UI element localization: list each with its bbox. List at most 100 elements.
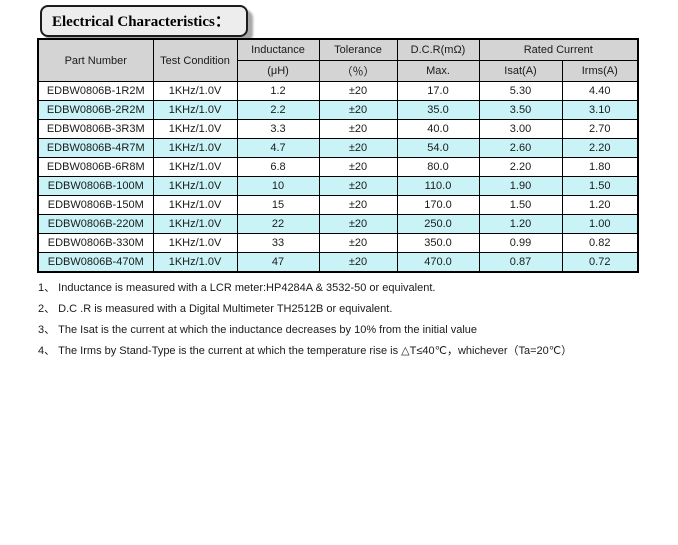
cell-test-condition: 1KHz/1.0V — [152, 81, 238, 101]
table-row: EDBW0806B-4R7M 1KHz/1.0V 4.7 ±20 54.0 2.60 2.2… — [37, 138, 639, 158]
cell-test-condition: 1KHz/1.0V — [152, 214, 238, 234]
table-row: EDBW0806B-1R2M 1KHz/1.0V 1.2 ±20 17.0 5.30 4.4… — [37, 81, 639, 101]
cell-part-number: EDBW0806B-1R2M — [37, 81, 154, 101]
note-item: 2、 D.C .R is measured with a Digital Mul… — [38, 303, 393, 315]
cell-part-number: EDBW0806B-150M — [37, 195, 154, 215]
cell-dcr-max: 250.0 — [396, 214, 480, 234]
cell-inductance: 3.3 — [236, 119, 320, 139]
notes-list: 1、 Inductance is measured with a LCR met… — [38, 282, 572, 366]
cell-tolerance: ±20 — [318, 119, 398, 139]
cell-isat: 3.50 — [478, 100, 563, 120]
table-body: EDBW0806B-1R2M 1KHz/1.0V 1.2 ±20 17.0 5.30 4.4… — [37, 81, 639, 273]
cell-dcr-max: 54.0 — [396, 138, 480, 158]
cell-inductance: 2.2 — [236, 100, 320, 120]
cell-dcr-max: 470.0 — [396, 252, 480, 273]
cell-part-number: EDBW0806B-6R8M — [37, 157, 154, 177]
cell-tolerance: ±20 — [318, 214, 398, 234]
cell-isat: 1.20 — [478, 214, 563, 234]
cell-irms: 0.82 — [561, 233, 639, 253]
cell-test-condition: 1KHz/1.0V — [152, 119, 238, 139]
cell-inductance: 22 — [236, 214, 320, 234]
table-row: EDBW0806B-2R2M 1KHz/1.0V 2.2 ±20 35.0 3.50 3.1… — [37, 100, 639, 120]
cell-isat: 0.99 — [478, 233, 563, 253]
cell-irms: 3.10 — [561, 100, 639, 120]
cell-irms: 1.00 — [561, 214, 639, 234]
header-irms: Irms(A) — [561, 60, 639, 82]
cell-dcr-max: 80.0 — [396, 157, 480, 177]
header-dcr-max: Max. — [396, 60, 480, 82]
cell-isat: 1.50 — [478, 195, 563, 215]
header-dcr: D.C.R(mΩ) — [396, 38, 480, 61]
cell-tolerance: ±20 — [318, 157, 398, 177]
table-row: EDBW0806B-470M 1KHz/1.0V 47 ±20 470.0 0.87 0.7… — [37, 252, 639, 273]
note-item: 4、 The Irms by Stand-Type is the current… — [38, 345, 573, 357]
cell-irms: 1.20 — [561, 195, 639, 215]
cell-inductance: 47 — [236, 252, 320, 273]
cell-part-number: EDBW0806B-330M — [37, 233, 154, 253]
cell-part-number: EDBW0806B-100M — [37, 176, 154, 196]
header-tolerance: Tolerance — [318, 38, 398, 61]
cell-isat: 5.30 — [478, 81, 563, 101]
note-item: 3、 The Isat is the current at which the … — [38, 324, 478, 336]
cell-irms: 2.70 — [561, 119, 639, 139]
table-row: EDBW0806B-100M 1KHz/1.0V 10 ±20 110.0 1.90 1.5… — [37, 176, 639, 196]
cell-test-condition: 1KHz/1.0V — [152, 233, 238, 253]
cell-tolerance: ±20 — [318, 195, 398, 215]
cell-irms: 4.40 — [561, 81, 639, 101]
cell-dcr-max: 35.0 — [396, 100, 480, 120]
cell-irms: 2.20 — [561, 138, 639, 158]
cell-tolerance: ±20 — [318, 138, 398, 158]
cell-tolerance: ±20 — [318, 252, 398, 273]
note-item: 1、 Inductance is measured with a LCR met… — [38, 282, 436, 294]
cell-inductance: 1.2 — [236, 81, 320, 101]
cell-part-number: EDBW0806B-2R2M — [37, 100, 154, 120]
cell-test-condition: 1KHz/1.0V — [152, 100, 238, 120]
cell-part-number: EDBW0806B-4R7M — [37, 138, 154, 158]
electrical-characteristics-table: Part Number Test Condition Inductance To… — [37, 38, 639, 273]
table-row: EDBW0806B-220M 1KHz/1.0V 22 ±20 250.0 1.20 1.0… — [37, 214, 639, 234]
cell-tolerance: ±20 — [318, 233, 398, 253]
header-part-number: Part Number — [37, 38, 154, 82]
cell-inductance: 10 — [236, 176, 320, 196]
cell-isat: 3.00 — [478, 119, 563, 139]
cell-test-condition: 1KHz/1.0V — [152, 252, 238, 273]
cell-inductance: 33 — [236, 233, 320, 253]
cell-part-number: EDBW0806B-220M — [37, 214, 154, 234]
cell-inductance: 15 — [236, 195, 320, 215]
cell-dcr-max: 110.0 — [396, 176, 480, 196]
cell-dcr-max: 170.0 — [396, 195, 480, 215]
cell-irms: 1.80 — [561, 157, 639, 177]
cell-isat: 2.60 — [478, 138, 563, 158]
cell-dcr-max: 40.0 — [396, 119, 480, 139]
cell-tolerance: ±20 — [318, 100, 398, 120]
cell-isat: 1.90 — [478, 176, 563, 196]
header-tolerance-unit: （％） — [318, 60, 398, 82]
cell-isat: 0.87 — [478, 252, 563, 273]
cell-tolerance: ±20 — [318, 81, 398, 101]
cell-part-number: EDBW0806B-470M — [37, 252, 154, 273]
header-rated-current: Rated Current — [478, 38, 639, 61]
header-isat: Isat(A) — [478, 60, 563, 82]
cell-isat: 2.20 — [478, 157, 563, 177]
page-title: Electrical Characteristics： — [40, 5, 248, 37]
table-row: EDBW0806B-330M 1KHz/1.0V 33 ±20 350.0 0.99 0.8… — [37, 233, 639, 253]
header-inductance: Inductance — [236, 38, 320, 61]
cell-tolerance: ±20 — [318, 176, 398, 196]
header-inductance-unit: (μH) — [236, 60, 320, 82]
cell-dcr-max: 350.0 — [396, 233, 480, 253]
cell-irms: 0.72 — [561, 252, 639, 273]
cell-inductance: 4.7 — [236, 138, 320, 158]
cell-dcr-max: 17.0 — [396, 81, 480, 101]
table-row: EDBW0806B-6R8M 1KHz/1.0V 6.8 ±20 80.0 2.20 1.8… — [37, 157, 639, 177]
cell-test-condition: 1KHz/1.0V — [152, 157, 238, 177]
cell-part-number: EDBW0806B-3R3M — [37, 119, 154, 139]
cell-test-condition: 1KHz/1.0V — [152, 195, 238, 215]
cell-irms: 1.50 — [561, 176, 639, 196]
table-row: EDBW0806B-150M 1KHz/1.0V 15 ±20 170.0 1.50 1.2… — [37, 195, 639, 215]
cell-inductance: 6.8 — [236, 157, 320, 177]
cell-test-condition: 1KHz/1.0V — [152, 176, 238, 196]
header-test-condition: Test Condition — [152, 38, 238, 82]
table-row: EDBW0806B-3R3M 1KHz/1.0V 3.3 ±20 40.0 3.00 2.7… — [37, 119, 639, 139]
cell-test-condition: 1KHz/1.0V — [152, 138, 238, 158]
